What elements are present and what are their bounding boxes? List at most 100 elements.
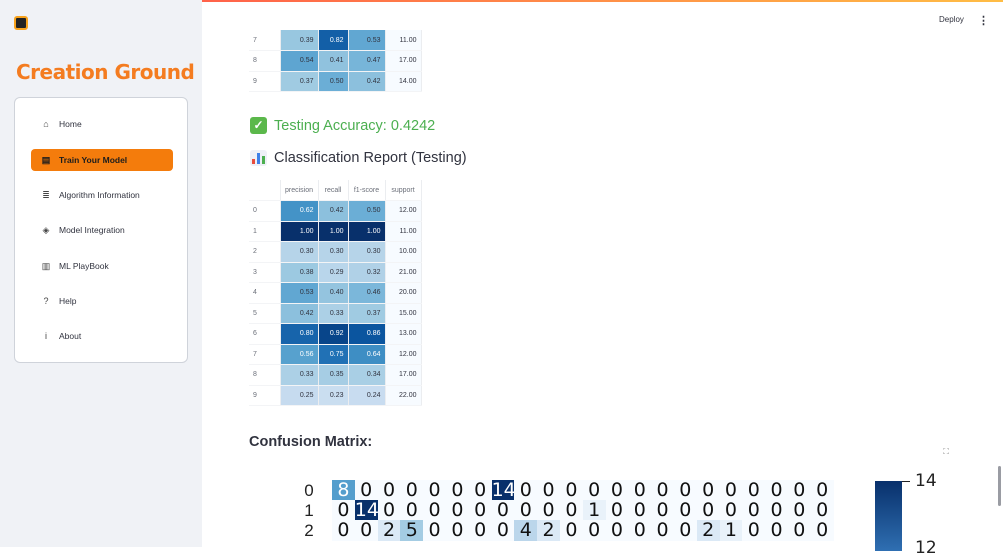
confusion-row-label: 2 [304,521,314,540]
sidebar-item-home[interactable]: ⌂ Home [31,113,173,135]
confusion-cell: 0 [673,500,697,521]
confusion-cell: 0 [810,520,834,541]
confusion-cell: 14 [354,499,379,521]
table-row: 2 0.30 0.30 0.30 10.00 [249,241,422,263]
table-cell: 11.00 [385,221,422,242]
confusion-cell: 0 [696,480,720,501]
table-cell: 10.00 [385,241,422,263]
sidebar-item-ml-playbook[interactable]: ▥ ML PlayBook [31,255,173,277]
colorbar-label-top: 14 [915,471,937,491]
table-row: 8 0.33 0.35 0.34 17.00 [249,364,422,386]
confusion-cell: 0 [765,520,788,541]
sidebar-item-label: Home [59,119,82,129]
confusion-cell: 0 [400,500,424,521]
table-cell: 0.34 [348,364,386,386]
confusion-matrix-row: 0 14 0 0 0 0 0 0 0 0 0 1 0 0 0 0 0 0 0 0 0 0 [332,500,834,521]
confusion-cell: 0 [332,520,355,541]
confusion-cell: 0 [445,520,469,541]
table-cell: 0.30 [348,241,386,263]
info-circle-icon: i [45,331,47,341]
sidebar-item-label: Model Integration [59,225,125,235]
row-index: 6 [249,323,281,345]
confusion-cell: 5 [400,520,424,541]
table-cell: 0.53 [280,282,319,304]
table-cell: 13.00 [385,323,422,345]
confusion-cell: 0 [605,500,629,521]
table-index-header [249,180,281,201]
confusion-cell: 0 [468,500,492,521]
confusion-cell: 0 [787,500,811,521]
main-menu-icon[interactable]: ⋮ [978,15,989,27]
confusion-cell: 0 [810,480,834,501]
table-cell: 0.23 [318,385,349,406]
confusion-cell: 0 [559,480,583,501]
confusion-cell: 0 [605,520,629,541]
row-index: 2 [249,241,281,263]
confusion-cell: 0 [696,500,720,521]
deploy-button[interactable]: Deploy [939,15,964,24]
table-cell: 0.37 [280,71,319,92]
confusion-cell: 0 [787,480,811,501]
sidebar-item-about[interactable]: i About [31,325,173,347]
classification-report-title: Classification Report (Testing) [274,150,467,166]
table-cell: 0.29 [318,262,349,283]
book-icon: ▥ [41,260,51,271]
table-row: 9 0.25 0.23 0.24 22.00 [249,385,422,406]
row-index: 5 [249,303,281,324]
table-row: 0 0.62 0.42 0.50 12.00 [249,200,422,222]
table-cell: 1.00 [318,221,349,242]
layers-icon: ◈ [42,224,50,235]
check-icon: ✓ [250,117,267,134]
table-cell: 0.38 [280,262,319,283]
confusion-cell: 0 [400,480,424,501]
table-row: 7 0.56 0.75 0.64 12.00 [249,344,422,365]
sidebar-item-label: About [59,331,82,341]
confusion-cell: 0 [673,480,697,501]
confusion-cell: 0 [810,500,834,521]
confusion-cell: 0 [787,520,811,541]
table-cell: 0.41 [318,50,349,72]
table-cell: 0.62 [280,200,319,222]
confusion-cell: 0 [377,480,401,501]
home-icon: ⌂ [43,119,49,129]
table-row: 1 1.00 1.00 1.00 11.00 [249,221,422,242]
table-row: 3 0.38 0.29 0.32 21.00 [249,262,422,283]
testing-accuracy-text: Testing Accuracy: 0.4242 [274,117,436,134]
sidebar-item-algorithm-information[interactable]: ≣ Algorithm Information [31,184,173,206]
table-cell: 1.00 [348,221,386,242]
confusion-cell: 0 [742,500,766,521]
bar-chart-icon [250,150,267,166]
confusion-cell: 2 [696,520,720,541]
question-circle-icon: ? [43,296,49,306]
sidebar-item-model-integration[interactable]: ◈ Model Integration [31,219,173,241]
confusion-cell: 0 [514,480,538,501]
confusion-cell: 0 [628,500,652,521]
table-cell: 0.35 [318,364,349,386]
colorbar [875,481,902,551]
row-index: 8 [249,50,281,72]
confusion-cell: 8 [332,480,355,501]
confusion-cell: 0 [582,520,606,541]
table-cell: 22.00 [385,385,422,406]
confusion-cell: 0 [719,500,743,521]
row-index: 1 [249,221,281,242]
table-cell: 12.00 [385,344,422,365]
page-scrollbar[interactable] [998,466,1001,506]
sidebar-item-help[interactable]: ? Help [31,290,173,312]
confusion-cell: 0 [651,480,674,501]
row-index: 8 [249,364,281,386]
table-cell: 0.33 [280,364,319,386]
app-logo-icon[interactable] [14,16,28,30]
table-cell: 20.00 [385,282,422,304]
table-cell: 0.86 [348,323,386,345]
table-row: 6 0.80 0.92 0.86 13.00 [249,323,422,345]
table-cell: 0.32 [348,262,386,283]
confusion-cell: 0 [765,480,788,501]
fullscreen-icon[interactable]: ⛶ [943,447,949,456]
confusion-cell: 0 [468,480,492,501]
sidebar-item-train-your-model[interactable]: ▤ Train Your Model [31,149,173,171]
table-cell: 0.80 [280,323,319,345]
table-cell: 11.00 [385,30,422,51]
database-icon: ≣ [42,189,50,200]
